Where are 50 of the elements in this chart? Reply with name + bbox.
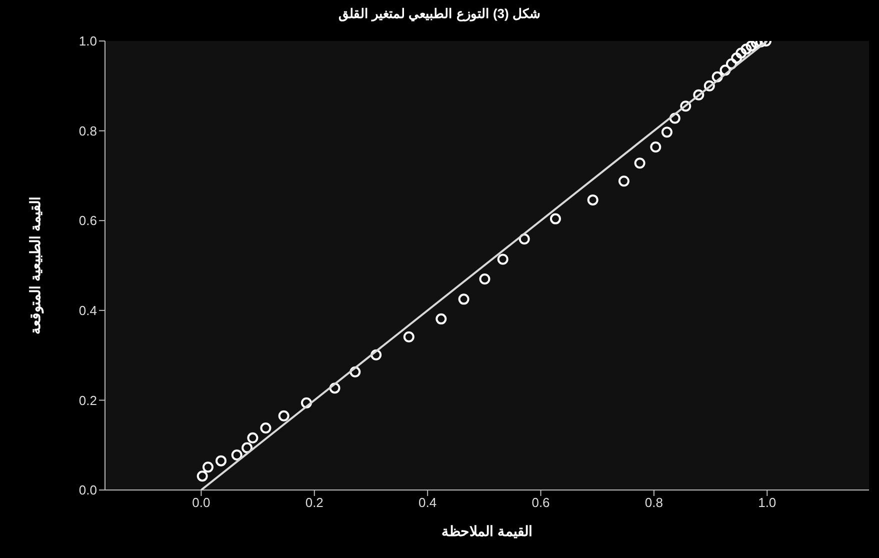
point (650, 141, 662, 152)
point (370, 349, 382, 360)
point (618, 176, 630, 187)
y-tick-label: 0.0 (78, 482, 97, 498)
x-tick-label: 0.6 (532, 495, 550, 510)
point (479, 273, 490, 284)
point (587, 194, 598, 206)
point (216, 455, 227, 466)
y-tick-label: 0.8 (78, 123, 97, 138)
point (403, 331, 414, 342)
chart-title: شكل (3) التوزع الطبيعي لمتغير القلق (338, 6, 542, 21)
x-tick-label: 1.0 (758, 495, 776, 510)
point (736, 48, 747, 59)
point (458, 294, 470, 305)
point (731, 52, 742, 64)
point (720, 64, 731, 76)
point (497, 254, 508, 265)
x-tick-label: 0.8 (644, 495, 663, 510)
point (242, 442, 253, 454)
point (550, 213, 561, 224)
point (746, 41, 757, 52)
y-tick-label: 0.2 (78, 392, 97, 408)
point (680, 100, 692, 112)
point (247, 432, 258, 444)
y-tick-label: 1.0 (78, 34, 97, 49)
point (231, 449, 242, 460)
point (740, 44, 752, 55)
point (634, 158, 646, 169)
y-axis-title: القيمة الطبيعية المتوقعة (26, 196, 44, 334)
point (726, 58, 737, 70)
x-tick-label: 0.0 (192, 495, 210, 510)
point (518, 234, 530, 245)
point (350, 366, 361, 378)
point (300, 397, 312, 408)
point (693, 89, 704, 100)
point (278, 410, 290, 422)
point (712, 71, 723, 82)
point (202, 462, 214, 473)
y-tick-label: 0.6 (78, 213, 97, 228)
point (260, 422, 272, 434)
point (196, 470, 208, 482)
point (661, 126, 672, 138)
x-axis-title: القيمة الملاحظة (442, 523, 532, 539)
y-tick-label: 0.4 (78, 303, 97, 318)
point (669, 112, 680, 124)
point (704, 80, 715, 92)
point (436, 313, 447, 324)
x-tick-label: 0.4 (418, 495, 437, 510)
x-tick-label: 0.2 (305, 495, 324, 510)
point (329, 382, 340, 394)
